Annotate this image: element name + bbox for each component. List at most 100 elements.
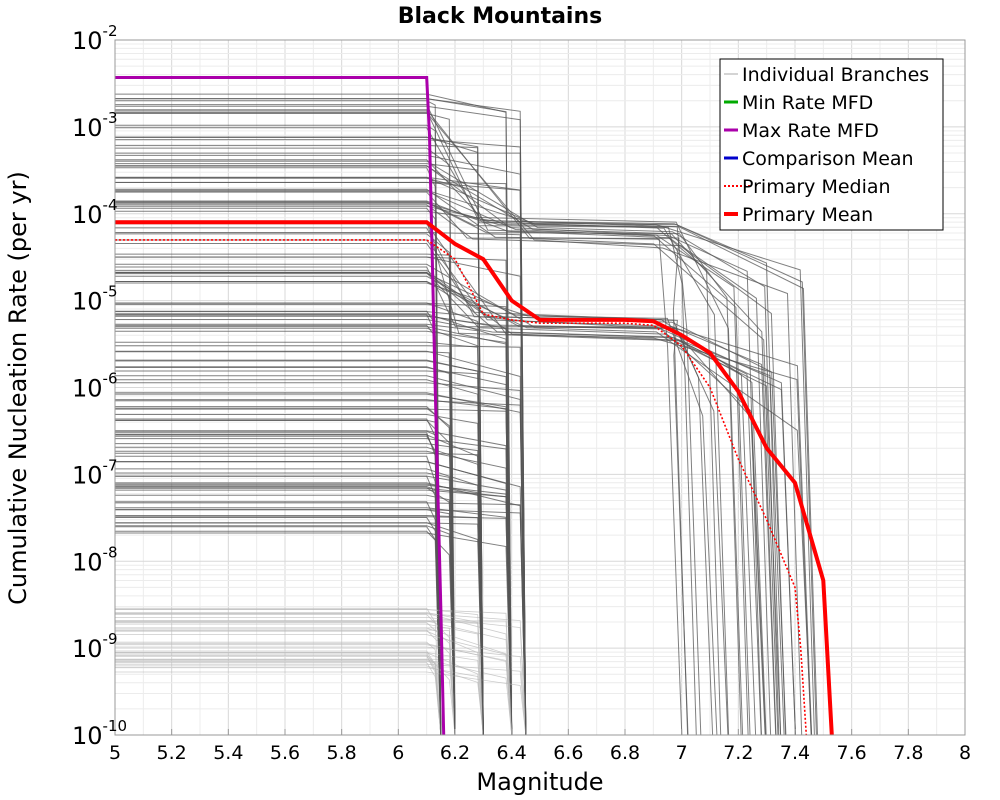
legend-label: Primary Median: [742, 176, 891, 198]
y-axis-ticks: 10-2 10-3 10-4 10-5 10-6 10-7 10-8 10-9 10-10: [72, 22, 127, 750]
branch-line: [115, 112, 803, 736]
branch-line: [115, 324, 442, 736]
branch-line: [115, 375, 527, 736]
y-tick-label: 10-3: [72, 109, 118, 142]
x-tick-label: 8: [959, 742, 971, 764]
branch-line: [115, 190, 751, 736]
y-tick-label: 10-4: [72, 196, 118, 229]
branch-line: [115, 144, 484, 736]
legend: Individual Branches Min Rate MFD Max Rate …: [719, 58, 944, 231]
branch-line: [115, 623, 484, 736]
branch-line: [115, 501, 442, 736]
legend-label: Max Rate MFD: [742, 120, 879, 142]
series-lines: [115, 76, 834, 736]
x-axis-label: Magnitude: [476, 768, 603, 796]
branch-line: [115, 319, 785, 736]
branch-line: [115, 272, 714, 736]
branch-line: [115, 419, 442, 736]
branch-line: [115, 382, 527, 736]
branch-line: [115, 139, 527, 736]
branch-line: [115, 100, 442, 736]
legend-label: Comparison Mean: [742, 148, 914, 170]
branch-line: [115, 202, 702, 736]
branch-line: [115, 359, 484, 736]
y-tick-label: 10-7: [72, 456, 118, 489]
branch-line: [115, 663, 527, 736]
branch-line: [115, 205, 744, 736]
branch-line: [115, 667, 484, 736]
x-tick-label: 7: [676, 742, 688, 764]
branch-line: [115, 452, 484, 736]
branch-line: [115, 200, 689, 736]
branch-line: [115, 438, 513, 736]
branch-line: [115, 662, 442, 736]
branch-line: [115, 366, 456, 736]
x-tick-label: 7.2: [723, 742, 753, 764]
series-primary-mean: [115, 220, 834, 736]
branch-line: [115, 210, 782, 736]
plot-frame: [114, 39, 966, 736]
y-tick-label: 10-10: [72, 717, 127, 750]
branch-line: [115, 661, 442, 736]
branch-line: [115, 189, 815, 736]
branch-line: [115, 486, 442, 736]
legend-label: Individual Branches: [742, 64, 929, 86]
x-tick-label: 5: [109, 742, 121, 764]
branch-line: [115, 516, 513, 736]
branch-line: [115, 655, 442, 736]
branch-line: [115, 98, 527, 736]
individual-branches: [115, 93, 818, 736]
branch-line: [115, 163, 484, 736]
x-tick-label: 6.8: [610, 742, 640, 764]
branch-line: [115, 502, 527, 736]
branch-line: [115, 109, 779, 736]
branch-line: [115, 641, 442, 736]
branch-line: [115, 181, 513, 736]
y-tick-label: 10-6: [72, 370, 118, 403]
branch-line: [115, 522, 484, 736]
branch-line: [115, 671, 527, 736]
x-axis-ticks: 5 5.2 5.4 5.6 5.8 6 6.2 6.4 6.6 6.8 7 7.2 7.4 7.6 7.8 8: [109, 729, 971, 764]
branch-line: [115, 392, 527, 736]
branch-line: [115, 370, 484, 736]
branch-line: [115, 243, 689, 736]
branch-line: [115, 517, 442, 736]
branch-line: [115, 191, 786, 736]
x-tick-label: 7.4: [780, 742, 810, 764]
x-tick-label: 5.8: [327, 742, 357, 764]
branch-line: [115, 607, 442, 736]
branch-line: [115, 160, 780, 736]
legend-box: [719, 58, 944, 231]
branch-line: [115, 609, 513, 736]
branch-line: [115, 646, 527, 736]
branch-line: [115, 620, 484, 736]
y-axis-label: Cumulative Nucleation Rate (per yr): [4, 171, 32, 605]
x-tick-label: 5.2: [157, 742, 187, 764]
branch-line: [115, 275, 767, 736]
legend-label: Min Rate MFD: [742, 92, 873, 114]
y-tick-label: 10-9: [72, 630, 118, 663]
branch-line: [115, 113, 456, 736]
branch-line: [115, 315, 513, 736]
branch-line: [115, 341, 484, 736]
branch-line: [115, 613, 513, 736]
branch-line: [115, 665, 484, 736]
y-tick-label: 10-8: [72, 543, 118, 576]
x-tick-label: 6.2: [440, 742, 470, 764]
branch-line: [115, 420, 456, 736]
chart-title: Black Mountains: [398, 4, 602, 29]
branch-line: [115, 659, 513, 736]
x-tick-label: 5.4: [213, 742, 243, 764]
branch-line: [115, 418, 442, 736]
x-tick-label: 6.4: [497, 742, 527, 764]
series-max-rate-mfd: [115, 76, 446, 736]
x-tick-label: 6.6: [553, 742, 583, 764]
branch-line: [115, 643, 513, 736]
branch-line: [115, 482, 527, 736]
x-tick-label: 7.6: [837, 742, 867, 764]
branch-line: [115, 127, 818, 736]
legend-label: Primary Mean: [742, 204, 873, 226]
x-tick-label: 5.6: [270, 742, 300, 764]
branch-line: [115, 652, 484, 736]
